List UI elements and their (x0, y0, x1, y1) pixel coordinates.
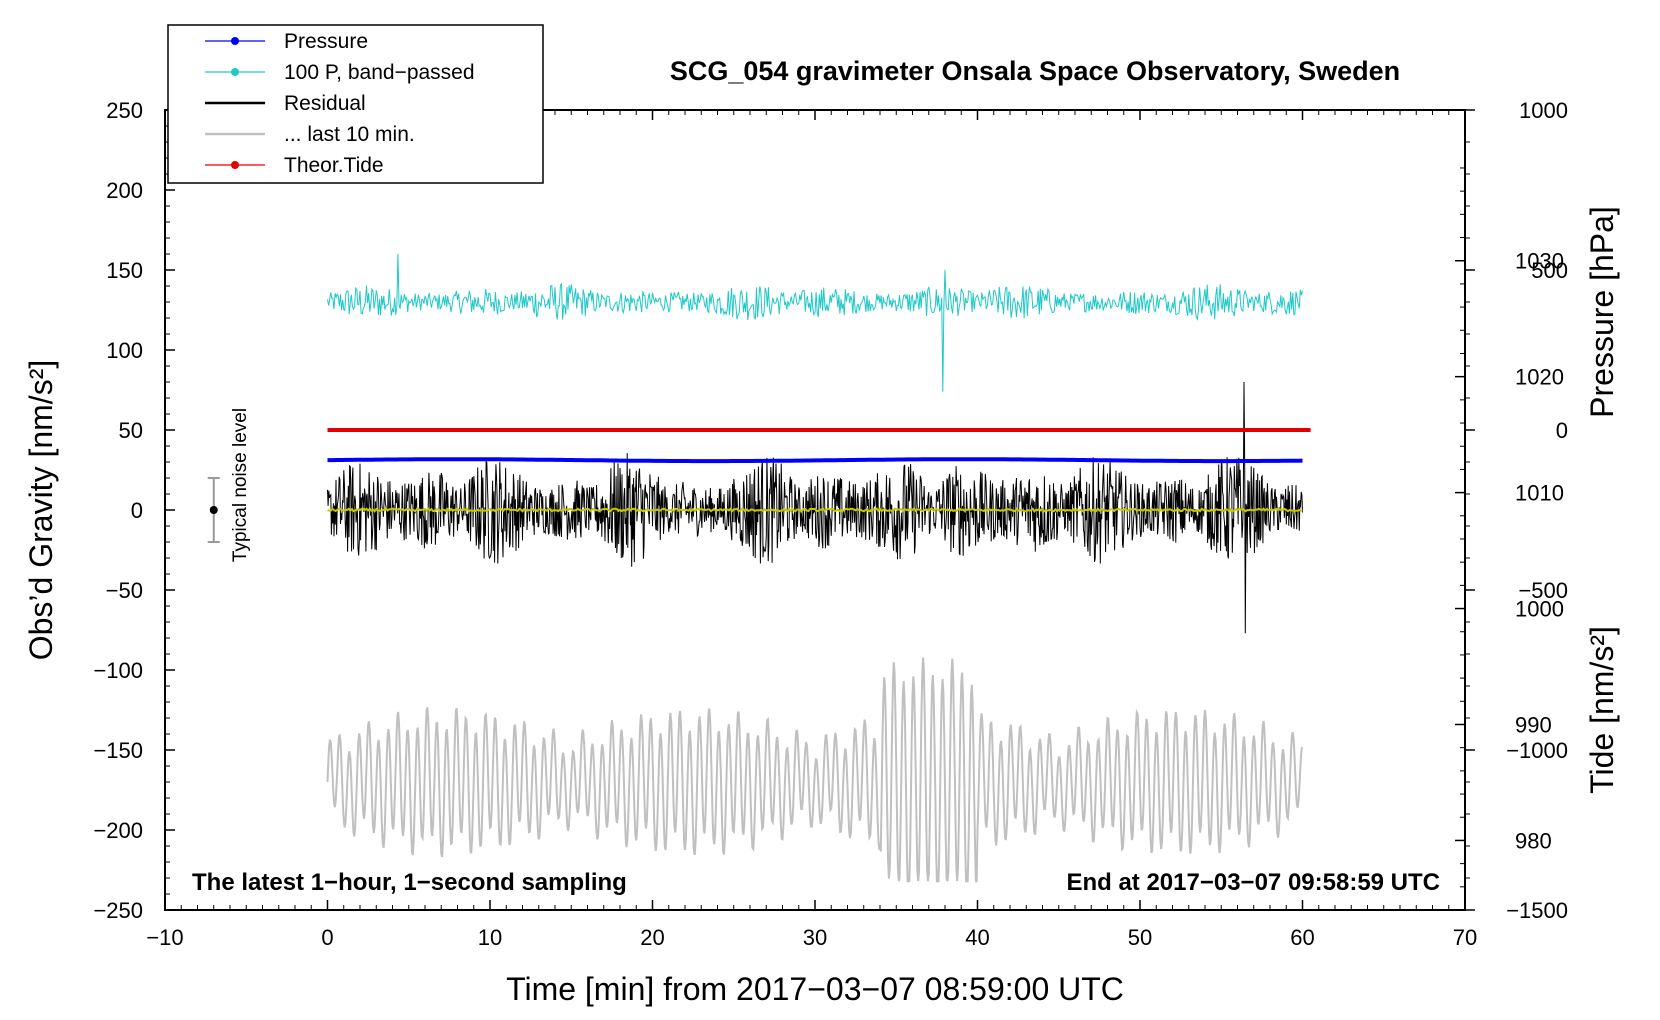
y-tick-label: 150 (106, 258, 143, 283)
x-tick-label: −10 (146, 925, 183, 950)
legend-label: Residual (284, 92, 366, 115)
pressure-tick-label: 1030 (1515, 249, 1564, 274)
legend-swatch-marker (231, 37, 239, 45)
y-tick-label: −200 (93, 818, 143, 843)
noise-label: Typical noise level (230, 408, 251, 562)
series-last-10-min-line (326, 657, 1304, 883)
y-tick-labels: −250 −200 −150 −100 −50 0 50 100 150 200 250 (93, 98, 143, 923)
pressure-tick-label: 990 (1515, 712, 1552, 737)
legend-label: ... last 10 min. (284, 123, 415, 146)
x-tick-label: 40 (965, 925, 989, 950)
tide-tick-label: −500 (1518, 578, 1568, 603)
x-tick-label: 70 (1453, 925, 1477, 950)
y-tick-label: −250 (93, 898, 143, 923)
y-tick-label: 250 (106, 98, 143, 123)
x-axis-title: Time [min] from 2017−03−07 08:59:00 UTC (506, 971, 1124, 1007)
y-tick-label: 50 (119, 418, 143, 443)
tide-tick-labels: −1500 −1000 −500 0 500 1000 (1506, 98, 1568, 923)
x-tick-label: 10 (478, 925, 502, 950)
pressure-tick-label: 1010 (1515, 481, 1564, 506)
legend-entries: Pressure 100 P, band−passed Residual ... la… (205, 30, 475, 177)
x-tick-label: 50 (1128, 925, 1152, 950)
sampling-note: The latest 1−hour, 1−second sampling (192, 869, 627, 896)
pressure-tick-label: 1000 (1515, 597, 1564, 622)
tide-axis-title: Tide [nm/s²] (1584, 626, 1620, 794)
x-tick-label: 60 (1290, 925, 1314, 950)
noise-bar-point (209, 506, 218, 514)
pressure-axis-title: Pressure [hPa] (1584, 206, 1620, 418)
noise-indicator: Typical noise level (207, 408, 251, 562)
series-residual-line (327, 381, 1303, 634)
tide-tick-label: 1000 (1519, 98, 1568, 123)
pressure-tick-labels: 980 990 1000 1010 1020 1030 (1515, 249, 1564, 854)
x-tick-label: 30 (803, 925, 827, 950)
legend: Pressure 100 P, band−passed Residual ... la… (167, 24, 544, 184)
y-tick-label: −150 (93, 738, 143, 763)
legend-label: Theor.Tide (284, 154, 384, 177)
chart-title: SCG_054 gravimeter Onsala Space Observat… (670, 56, 1400, 86)
tide-tick-label: 0 (1556, 418, 1568, 443)
legend-label: Pressure (284, 30, 368, 53)
y-axis-title: Obs’d Gravity [nm/s²] (23, 360, 59, 661)
x-tick-label: 20 (640, 925, 664, 950)
y-tick-label: 100 (106, 338, 143, 363)
y-tick-label: 200 (106, 178, 143, 203)
y-tick-label: −50 (106, 578, 143, 603)
series-layer (326, 253, 1311, 883)
tide-tick-label: −1000 (1506, 738, 1568, 763)
x-tick-label: 0 (321, 925, 333, 950)
y-tick-label: 0 (131, 498, 143, 523)
end-time-note: End at 2017−03−07 09:58:59 UTC (1066, 869, 1440, 896)
legend-swatch-marker (231, 161, 239, 169)
noise-error-bar (207, 477, 220, 543)
tide-tick-label: −1500 (1506, 898, 1568, 923)
tide-tick-label: 500 (1531, 258, 1568, 283)
x-tick-labels: −10 0 10 20 30 40 50 60 70 (146, 925, 1477, 950)
pressure-tick-label: 980 (1515, 828, 1552, 853)
series-pressure-line (327, 457, 1303, 464)
y-tick-label: −100 (93, 658, 143, 683)
legend-label: 100 P, band−passed (284, 61, 475, 84)
pressure-tick-label: 1020 (1515, 365, 1564, 390)
series-smoothed-residual-line (327, 507, 1303, 513)
series-bandpassed-pressure-line (327, 253, 1303, 392)
legend-swatch-marker (231, 68, 239, 76)
